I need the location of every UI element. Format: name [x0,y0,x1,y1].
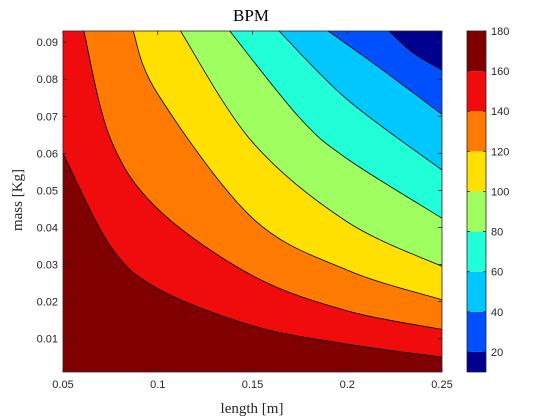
colorbar-tick-label: 160 [491,66,509,78]
x-tick-label: 0.1 [150,379,165,391]
contour-band-160 [63,153,442,372]
contour-line-60 [278,30,443,171]
colorbar-tick-label: 100 [491,186,509,198]
contour-line-100 [180,30,443,267]
plot-area [62,30,443,373]
colorbar-segment [467,31,486,72]
x-tick-label: 0.15 [242,379,263,391]
y-tick-label: 0.02 [37,297,58,309]
x-tick-label: 0.05 [52,379,73,391]
y-tick-label: 0.04 [37,222,58,234]
colorbar-tick-label: 140 [491,106,509,118]
colorbar-tick-label: 20 [491,347,503,359]
x-axis: 0.05 0.1 0.15 0.2 0.25 [52,31,453,391]
contour-line-160 [62,153,443,358]
colorbar: 20 40 60 80 100 120 140 160 180 [466,26,509,373]
colorbar-segment [467,111,486,152]
y-tick-label: 0.01 [37,334,58,346]
colorbar-segment [467,311,486,352]
y-tick-label: 0.09 [37,37,58,49]
contour-line-40 [328,30,443,115]
y-axis-label: mass [Kg] [10,169,26,231]
y-tick-label: 0.03 [37,260,58,272]
y-tick-label: 0.05 [37,185,58,197]
colorbar-tick-label: 120 [491,146,509,158]
contour-line-20 [388,30,443,71]
colorbar-segment [467,351,486,372]
x-axis-label: length [m] [221,401,284,417]
colorbar-tick-label: 60 [491,267,503,279]
colorbar-segment [467,151,486,192]
chart-title: BPM [233,6,269,25]
contour-line-140 [83,30,443,330]
colorbar-segment [467,71,486,112]
contour-line-80 [229,30,443,219]
x-tick-label: 0.2 [340,379,355,391]
colorbar-segment [467,231,486,272]
y-tick-label: 0.07 [37,111,58,123]
contour-line-120 [132,30,443,301]
colorbar-frame [466,30,487,373]
y-tick-label: 0.08 [37,74,58,86]
colorbar-segment [467,191,486,232]
colorbar-tick-label: 40 [491,307,503,319]
y-tick-label: 0.06 [37,148,58,160]
colorbar-tick-label: 80 [491,227,503,239]
y-axis: 0.01 0.02 0.03 0.04 0.05 0.06 0.07 0.08 0.09 [37,37,442,346]
x-tick-label: 0.25 [431,379,452,391]
colorbar-segment [467,271,486,312]
colorbar-tick-label: 180 [491,26,509,38]
contour-band-140 [63,31,442,372]
